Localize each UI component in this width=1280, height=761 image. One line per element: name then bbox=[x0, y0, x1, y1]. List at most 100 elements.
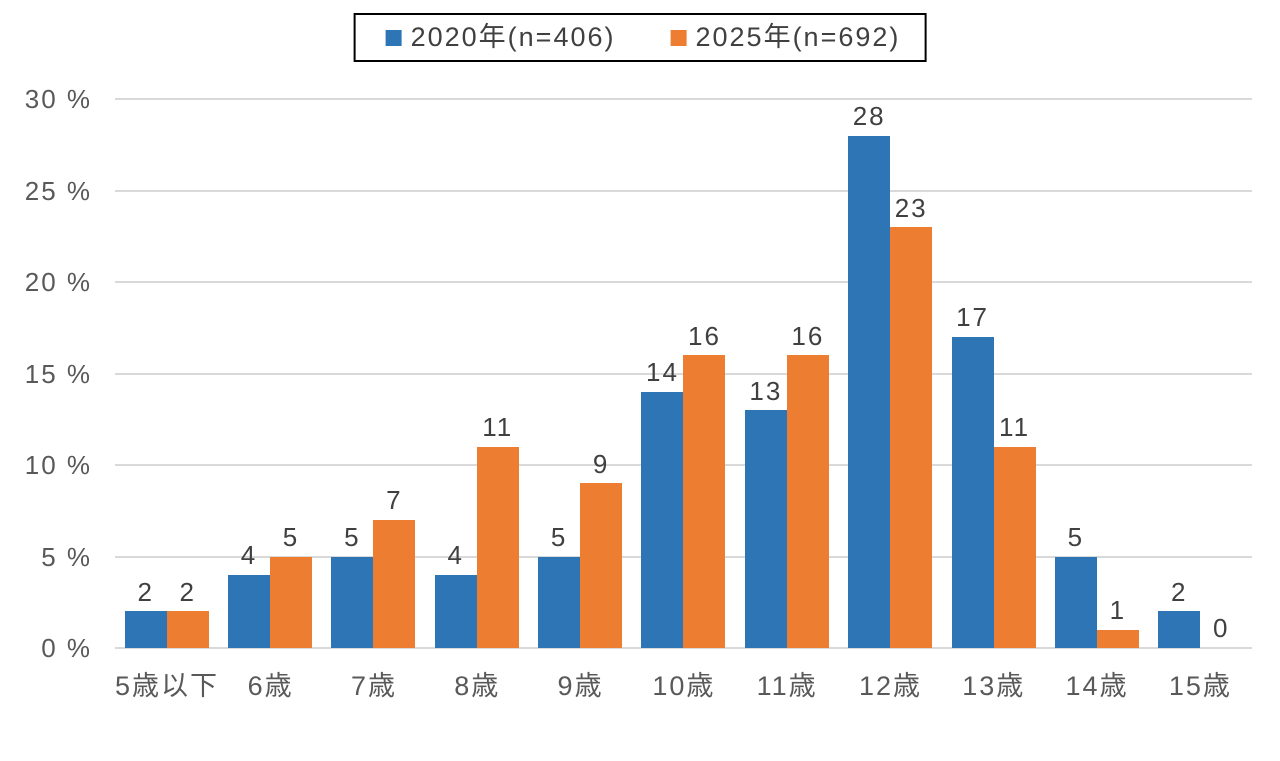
bar-2025-7 bbox=[890, 227, 933, 648]
gridline-25 bbox=[115, 189, 1252, 192]
x-axis: 5歳以下 6歳 7歳 8歳 9歳 10歳 11歳 12歳 13歳 14歳 15歳 bbox=[115, 664, 1252, 703]
category-group-5: 14 16 bbox=[632, 99, 735, 648]
data-label-2020-9: 5 bbox=[1067, 521, 1085, 552]
bar-2020-5 bbox=[641, 391, 684, 648]
data-label-2020-0: 2 bbox=[137, 576, 154, 607]
y-tick-label-5: 5 % bbox=[41, 541, 92, 572]
bar-2025-5 bbox=[683, 355, 726, 648]
bar-column-2020-3: 4 bbox=[434, 99, 477, 648]
legend-swatch-2025-icon bbox=[670, 29, 687, 46]
x-tick-label-10: 15歳 bbox=[1168, 671, 1232, 701]
y-tick-label-0: 0 % bbox=[41, 633, 92, 663]
bar-column-2025-5: 16 bbox=[683, 99, 726, 648]
bar-2025-3 bbox=[476, 446, 519, 648]
data-label-2025-2: 7 bbox=[386, 485, 403, 516]
bar-2020-8 bbox=[951, 336, 994, 648]
category-group-3: 4 11 bbox=[425, 99, 528, 648]
y-axis: 0 % 5 % 10 % 15 % 20 % 25 % 30 % bbox=[0, 86, 92, 661]
bar-column-2025-3: 11 bbox=[476, 99, 519, 648]
bar-2025-4 bbox=[580, 483, 623, 648]
x-tick-label-5: 10歳 bbox=[652, 671, 716, 701]
data-label-2025-10: 0 bbox=[1213, 613, 1230, 644]
bar-column-2025-4: 9 bbox=[580, 99, 623, 648]
bar-column-2025-6: 16 bbox=[786, 99, 829, 648]
bar-2025-2 bbox=[373, 519, 416, 648]
bar-groups: 2 2 4 5 5 7 4 11 5 9 14 16 13 16 28 23 17 11 5 1 2 0 bbox=[115, 99, 1252, 648]
data-label-2020-6: 13 bbox=[749, 375, 783, 406]
data-label-2020-2: 5 bbox=[344, 521, 361, 552]
data-label-2020-10: 2 bbox=[1171, 576, 1188, 607]
y-tick-label-20: 20 % bbox=[24, 267, 92, 297]
legend-label-2020: 2020年(n=406) bbox=[410, 22, 616, 52]
x-tick-label-1: 6歳 bbox=[247, 671, 294, 701]
data-label-2025-4: 9 bbox=[592, 448, 610, 479]
bar-2020-9 bbox=[1054, 556, 1097, 648]
bar-column-2020-0: 2 bbox=[124, 99, 167, 648]
data-label-2025-1: 5 bbox=[282, 521, 300, 552]
x-tick-label-6: 11歳 bbox=[756, 671, 818, 701]
bar-column-2025-1: 5 bbox=[270, 99, 313, 648]
plot-area: 2 2 4 5 5 7 4 11 5 9 14 16 13 16 28 23 17 11 5 1 2 0 bbox=[115, 98, 1252, 649]
bar-2020-0 bbox=[124, 611, 167, 648]
bar-column-2020-2: 5 bbox=[331, 99, 374, 648]
x-tick-label-4: 9歳 bbox=[557, 671, 604, 701]
bar-2020-7 bbox=[848, 135, 891, 648]
gridline-30 bbox=[115, 98, 1252, 100]
category-group-6: 13 16 bbox=[735, 99, 838, 648]
x-tick-label-8: 13歳 bbox=[962, 671, 1026, 701]
bar-column-2025-8: 11 bbox=[993, 99, 1036, 648]
data-label-2020-7: 28 bbox=[852, 101, 886, 132]
data-label-2020-1: 4 bbox=[240, 540, 258, 571]
bar-2025-1 bbox=[270, 556, 313, 648]
x-tick-label-2: 7歳 bbox=[350, 671, 397, 701]
x-axis-baseline bbox=[115, 647, 1252, 649]
data-label-2020-5: 14 bbox=[646, 357, 679, 388]
y-tick-label-15: 15 % bbox=[24, 358, 92, 389]
bar-column-2020-9: 5 bbox=[1054, 99, 1097, 648]
legend-item-2020: 2020年(n=406) bbox=[385, 22, 616, 53]
category-group-8: 17 11 bbox=[942, 99, 1045, 648]
x-tick-label-7: 12歳 bbox=[858, 671, 922, 701]
data-label-2025-8: 11 bbox=[999, 412, 1031, 443]
bar-2020-1 bbox=[228, 574, 271, 648]
bar-2025-0 bbox=[166, 611, 209, 648]
bar-2025-6 bbox=[786, 355, 829, 648]
data-label-2025-7: 23 bbox=[894, 192, 928, 223]
data-label-2025-0: 2 bbox=[179, 576, 196, 607]
bar-column-2025-7: 23 bbox=[890, 99, 933, 648]
bar-2020-3 bbox=[434, 574, 477, 648]
bar-2020-10 bbox=[1158, 611, 1201, 648]
bar-column-2025-0: 2 bbox=[166, 99, 209, 648]
legend-label-2025: 2025年(n=692) bbox=[695, 22, 901, 52]
data-label-2025-5: 16 bbox=[688, 320, 721, 351]
x-tick-label-9: 14歳 bbox=[1065, 671, 1129, 701]
legend-item-2025: 2025年(n=692) bbox=[670, 22, 901, 53]
bar-2020-6 bbox=[744, 410, 787, 648]
legend: 2020年(n=406) 2025年(n=692) bbox=[353, 13, 927, 63]
category-group-7: 28 23 bbox=[839, 99, 942, 648]
bar-column-2020-1: 4 bbox=[228, 99, 271, 648]
x-tick-label-3: 8歳 bbox=[454, 671, 501, 701]
data-label-2020-3: 4 bbox=[447, 540, 464, 571]
x-tick-label-0: 5歳以下 bbox=[115, 671, 220, 701]
bar-2020-4 bbox=[538, 556, 581, 648]
gridline-20 bbox=[115, 281, 1252, 284]
data-label-2025-9: 1 bbox=[1109, 595, 1127, 626]
bar-column-2020-4: 5 bbox=[538, 99, 581, 648]
bar-column-2020-7: 28 bbox=[848, 99, 891, 648]
bar-2025-8 bbox=[993, 446, 1036, 648]
legend-swatch-2020-icon bbox=[385, 29, 402, 46]
bar-column-2025-10: 0 bbox=[1200, 99, 1242, 648]
data-label-2025-6: 16 bbox=[791, 320, 825, 351]
bar-2020-2 bbox=[331, 556, 374, 648]
y-tick-label-25: 25 % bbox=[24, 175, 92, 206]
bar-column-2020-8: 17 bbox=[951, 99, 994, 648]
bar-2025-9 bbox=[1096, 629, 1139, 648]
